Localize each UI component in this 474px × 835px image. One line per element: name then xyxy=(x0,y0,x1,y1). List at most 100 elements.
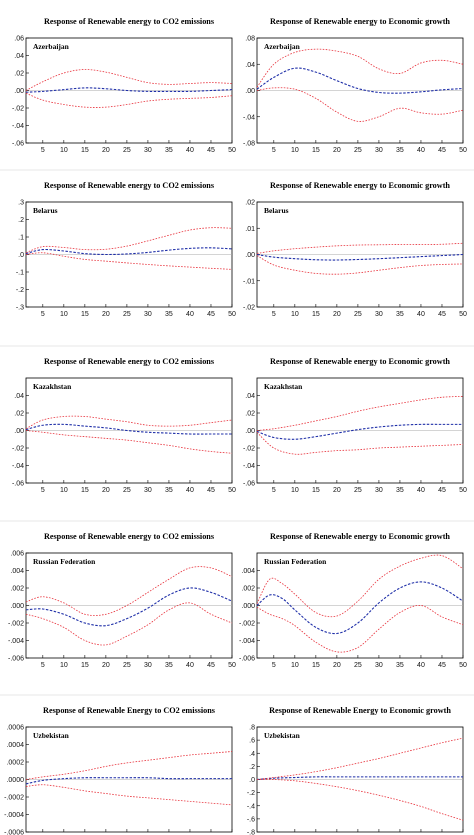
x-tick-label: 5 xyxy=(41,147,45,154)
x-tick-label: 45 xyxy=(438,311,446,318)
x-tick-label: 40 xyxy=(186,487,194,494)
impulse-response-line xyxy=(25,777,232,785)
chart-title: Response of Renewable energy to Economic… xyxy=(270,181,450,190)
x-tick-label: 15 xyxy=(81,311,89,318)
impulse-response-line xyxy=(256,581,464,635)
y-tick-label: -.004 xyxy=(239,638,255,645)
y-tick-label: .0000 xyxy=(6,777,24,784)
x-tick-label: 35 xyxy=(165,311,173,318)
confidence-band-upper xyxy=(25,69,233,91)
x-tick-label: 45 xyxy=(438,662,446,669)
y-tick-label: -.02 xyxy=(12,446,24,453)
country-label: Kazakhstan xyxy=(264,382,303,391)
y-tick-label: .00 xyxy=(245,252,255,259)
chart-panel-uz-co2: Response of Renewable Energy to CO2 emis… xyxy=(4,706,233,835)
x-tick-label: 30 xyxy=(144,487,152,494)
y-tick-label: .04 xyxy=(245,62,255,69)
x-tick-label: 50 xyxy=(228,311,236,318)
x-tick-label: 45 xyxy=(207,662,215,669)
y-tick-label: -.06 xyxy=(243,481,255,488)
x-tick-label: 20 xyxy=(102,662,110,669)
x-tick-label: 10 xyxy=(291,662,299,669)
x-tick-label: 40 xyxy=(186,147,194,154)
confidence-band-lower xyxy=(256,605,464,653)
y-tick-label: .2 xyxy=(249,764,255,771)
y-tick-label: -.02 xyxy=(243,446,255,453)
x-tick-label: 50 xyxy=(459,662,467,669)
x-tick-label: 40 xyxy=(417,147,425,154)
y-tick-label: -.08 xyxy=(243,141,255,148)
x-tick-label: 40 xyxy=(417,487,425,494)
impulse-response-line xyxy=(256,253,464,261)
confidence-band-lower xyxy=(25,92,233,108)
y-tick-label: -.002 xyxy=(8,621,24,628)
chart-title: Response of Renewable Energy to CO2 emis… xyxy=(43,706,215,715)
confidence-band-lower xyxy=(256,255,464,275)
y-tick-label: .04 xyxy=(14,393,24,400)
x-tick-label: 50 xyxy=(228,662,236,669)
y-tick-label: .00 xyxy=(245,88,255,95)
x-tick-label: 10 xyxy=(291,147,299,154)
x-tick-label: 25 xyxy=(123,311,131,318)
confidence-band-lower xyxy=(256,87,464,122)
x-tick-label: 20 xyxy=(333,147,341,154)
y-tick-label: .8 xyxy=(249,725,255,732)
x-tick-label: 50 xyxy=(228,487,236,494)
y-tick-label: .006 xyxy=(10,551,24,558)
confidence-band-upper xyxy=(256,554,464,618)
x-tick-label: 20 xyxy=(333,662,341,669)
y-tick-label: .02 xyxy=(14,71,24,78)
x-tick-label: 45 xyxy=(438,487,446,494)
y-tick-label: -.6 xyxy=(247,816,255,823)
chart-panel-az-co2: Response of Renewable energy to CO2 emis… xyxy=(12,17,236,154)
y-tick-label: .0004 xyxy=(6,742,24,749)
chart-panel-kz-co2: Response of Renewable energy to CO2 emis… xyxy=(12,357,236,494)
x-tick-label: 5 xyxy=(272,487,276,494)
y-tick-label: -.006 xyxy=(8,656,24,663)
x-tick-label: 5 xyxy=(41,311,45,318)
chart-title: Response of Renewable energy to CO2 emis… xyxy=(44,532,214,541)
x-tick-label: 20 xyxy=(102,487,110,494)
y-tick-label: .02 xyxy=(245,200,255,207)
y-tick-label: -.06 xyxy=(12,141,24,148)
x-tick-label: 35 xyxy=(396,487,404,494)
x-tick-label: 45 xyxy=(207,487,215,494)
x-tick-label: 20 xyxy=(333,311,341,318)
y-tick-label: .2 xyxy=(18,217,24,224)
x-tick-label: 10 xyxy=(60,662,68,669)
x-tick-label: 50 xyxy=(459,147,467,154)
y-tick-label: .6 xyxy=(249,738,255,745)
chart-title: Response of Renewable energy to CO2 emis… xyxy=(44,357,214,366)
chart-panel-az-gdp: Response of Renewable energy to Economic… xyxy=(243,17,467,154)
x-tick-label: 30 xyxy=(375,147,383,154)
impulse-response-line xyxy=(256,776,463,781)
y-tick-label: .3 xyxy=(18,200,24,207)
y-tick-label: .0 xyxy=(249,777,255,784)
chart-title: Response of Renewable energy to Economic… xyxy=(270,17,450,26)
confidence-band-upper xyxy=(256,48,464,88)
y-tick-label: -.04 xyxy=(12,463,24,470)
x-tick-label: 15 xyxy=(312,662,320,669)
x-tick-label: 40 xyxy=(417,662,425,669)
confidence-band-lower xyxy=(256,431,464,455)
country-label: Belarus xyxy=(264,206,289,215)
x-tick-label: 40 xyxy=(186,311,194,318)
y-tick-label: .0 xyxy=(18,252,24,259)
x-tick-label: 30 xyxy=(144,311,152,318)
chart-title: Response of Renewable energy to Economic… xyxy=(270,532,450,541)
x-tick-label: 50 xyxy=(228,147,236,154)
x-tick-label: 40 xyxy=(186,662,194,669)
x-tick-label: 25 xyxy=(123,487,131,494)
y-tick-label: .00 xyxy=(14,88,24,95)
x-tick-label: 5 xyxy=(272,147,276,154)
y-tick-label: -.4 xyxy=(247,803,255,810)
confidence-band-lower xyxy=(256,779,464,821)
y-tick-label: .02 xyxy=(14,411,24,418)
x-tick-label: 20 xyxy=(333,487,341,494)
y-tick-label: .004 xyxy=(10,568,24,575)
country-label: Azerbaijan xyxy=(264,42,301,51)
confidence-band-lower xyxy=(25,784,233,806)
country-label: Uzbekistan xyxy=(33,731,70,740)
y-tick-label: -.004 xyxy=(8,638,24,645)
chart-panel-ru-co2: Response of Renewable energy to CO2 emis… xyxy=(8,532,236,669)
